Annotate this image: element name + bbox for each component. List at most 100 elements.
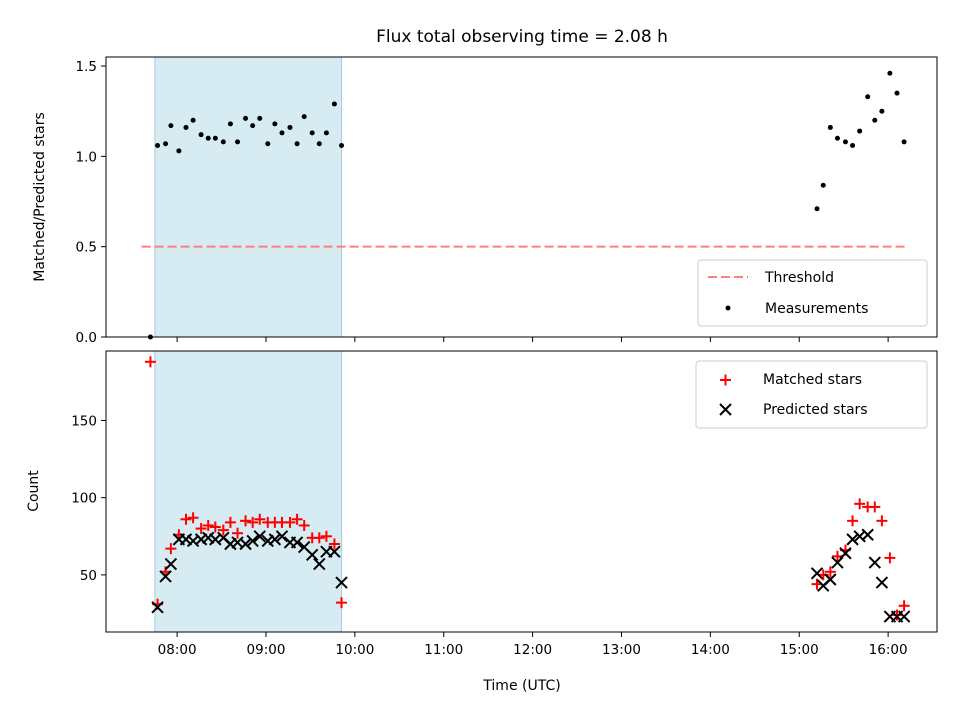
matched-star-point bbox=[187, 512, 199, 524]
measurement-point bbox=[168, 123, 174, 129]
predicted-star-point bbox=[305, 548, 319, 562]
marker-stroke bbox=[290, 536, 304, 549]
matched-star-point bbox=[336, 597, 348, 609]
x-tick-label: 11:00 bbox=[424, 642, 463, 658]
x-tick-label: 08:00 bbox=[158, 642, 197, 658]
x-tick-label: 09:00 bbox=[247, 642, 286, 658]
count-y-ticks: 50 100 150 bbox=[71, 413, 106, 584]
legend-measurements-label: Measurements bbox=[765, 301, 868, 317]
measurement-point bbox=[857, 128, 863, 134]
measurement-point bbox=[155, 143, 161, 149]
marker-stroke bbox=[824, 573, 837, 586]
y-tick-label: 1.0 bbox=[76, 149, 97, 165]
predicted-star-point bbox=[268, 533, 282, 546]
marker-stroke bbox=[853, 530, 866, 543]
measurement-point bbox=[872, 117, 878, 123]
measurement-point bbox=[842, 139, 848, 145]
marker-stroke bbox=[179, 533, 193, 546]
predicted-star-point bbox=[151, 601, 164, 614]
matched-star-point bbox=[254, 513, 266, 525]
measurement-point bbox=[834, 135, 840, 141]
ratio-x-ticks bbox=[176, 337, 889, 342]
x-tick-label: 12:00 bbox=[513, 642, 552, 658]
measurement-point bbox=[827, 124, 833, 130]
predicted-star-point bbox=[290, 536, 304, 549]
measurement-point bbox=[814, 206, 820, 212]
matched-star-point bbox=[217, 524, 229, 536]
marker-stroke bbox=[268, 533, 282, 546]
measurement-point bbox=[272, 121, 278, 127]
marker-stroke bbox=[209, 533, 222, 546]
measurement-point bbox=[331, 101, 337, 107]
matched-star-point bbox=[240, 515, 252, 527]
measurement-point bbox=[901, 139, 907, 145]
ratio-axes-frame bbox=[105, 56, 938, 338]
marker-stroke bbox=[151, 601, 164, 614]
predicted-star-point bbox=[897, 610, 911, 623]
measurement-point bbox=[287, 124, 293, 130]
matched-star-point bbox=[869, 501, 881, 513]
x-tick-label: 10:00 bbox=[335, 642, 374, 658]
matched-star-point bbox=[195, 523, 207, 535]
predicted-star-point bbox=[313, 557, 326, 571]
marker-stroke bbox=[186, 534, 200, 548]
measurement-point bbox=[265, 141, 271, 147]
matched-star-point bbox=[247, 516, 259, 528]
matched-star-point bbox=[891, 609, 903, 621]
legend-predicted-label: Predicted stars bbox=[763, 402, 868, 418]
marker-stroke bbox=[202, 531, 215, 545]
measurement-point bbox=[183, 124, 189, 130]
matched-star-point bbox=[209, 521, 221, 533]
legend-threshold-label: Threshold bbox=[764, 270, 834, 286]
matched-star-point bbox=[298, 519, 310, 531]
matched-star-point bbox=[884, 552, 896, 564]
matched-star-point bbox=[854, 498, 866, 510]
marker-stroke bbox=[875, 576, 889, 589]
matched-star-point bbox=[232, 527, 244, 539]
count-panel: 50 100 150 08:00 09:00 10:00 11:00 12:00 13:00 1… bbox=[26, 350, 938, 694]
count-x-ticks: 08:00 09:00 10:00 11:00 12:00 13:00 14:00 15:00… bbox=[158, 632, 908, 658]
predicted-star-point bbox=[824, 573, 837, 586]
measurement-point bbox=[316, 141, 322, 147]
measurement-point bbox=[279, 130, 285, 136]
marker-stroke bbox=[839, 547, 852, 560]
predicted-star-point bbox=[846, 533, 859, 546]
matched-star-point bbox=[898, 600, 910, 612]
predicted-star-point bbox=[810, 567, 824, 580]
measurement-point bbox=[243, 115, 249, 121]
x-tick-label: 15:00 bbox=[780, 642, 819, 658]
matched-star-point bbox=[328, 538, 340, 550]
measurement-point bbox=[190, 117, 196, 123]
y-tick-label: 0.0 bbox=[76, 330, 97, 346]
marker-stroke bbox=[313, 557, 326, 571]
ratio-panel: 0.0 0.5 1.0 1.5 Matched/Predicted stars Thr… bbox=[32, 56, 938, 346]
ratio-y-ticks: 0.0 0.5 1.0 1.5 bbox=[76, 59, 106, 346]
count-y-axis-label: Count bbox=[26, 470, 42, 512]
marker-stroke bbox=[868, 556, 881, 569]
y-tick-label: 0.5 bbox=[76, 240, 97, 256]
marker-stroke bbox=[861, 528, 874, 541]
marker-stroke bbox=[335, 576, 348, 589]
matched-star-point bbox=[180, 513, 192, 525]
measurement-point bbox=[294, 141, 300, 147]
x-tick-label: 14:00 bbox=[691, 642, 730, 658]
legend-matched-swatch bbox=[720, 374, 731, 386]
measurement-point bbox=[894, 90, 900, 96]
predicted-star-point bbox=[239, 537, 252, 551]
matched-star-point bbox=[165, 543, 177, 555]
measurement-point bbox=[339, 143, 345, 149]
marker-stroke bbox=[275, 530, 289, 543]
measurement-point bbox=[323, 130, 329, 136]
observing-interval-shade bbox=[154, 56, 343, 338]
matched-star-point bbox=[224, 516, 236, 528]
measurement-point bbox=[865, 94, 871, 100]
measurement-point bbox=[227, 121, 233, 127]
count-points bbox=[144, 356, 911, 623]
measurement-point bbox=[850, 143, 856, 149]
predicted-star-point bbox=[868, 556, 881, 569]
marker-stroke bbox=[217, 531, 230, 545]
predicted-star-point bbox=[159, 570, 172, 583]
marker-stroke bbox=[846, 533, 859, 546]
marker-stroke bbox=[328, 545, 341, 558]
